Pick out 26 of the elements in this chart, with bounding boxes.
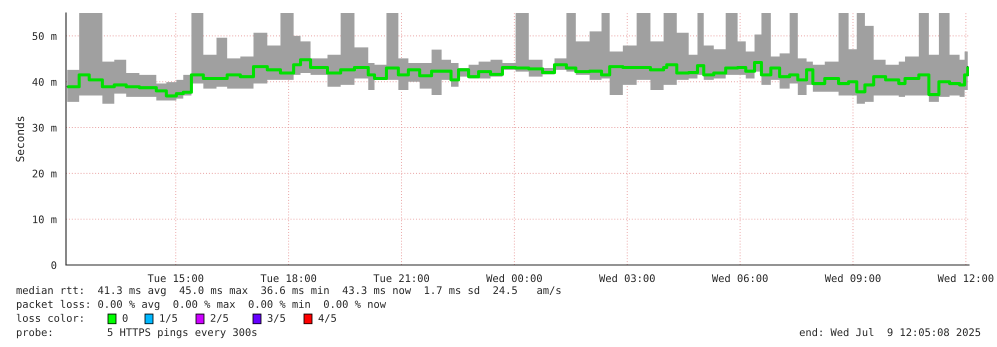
y-axis-title: Seconds (16, 116, 24, 162)
y-tick-label: 10 m (33, 215, 56, 224)
y-tick-label: 20 m (32, 170, 56, 178)
x-tick-label: Wed 00:00 (486, 274, 542, 282)
text: 3/5 (268, 314, 285, 323)
y-tick-label: 50 m (32, 32, 56, 40)
text: 0 (122, 314, 128, 322)
text: packet loss: 0.00 % avg 0.00 % max 0.00 % min 0.00 % now (16, 300, 386, 310)
text: 4/5 (318, 314, 336, 323)
y-tick-label: 40 m (32, 78, 56, 86)
text: 2/5 (210, 314, 228, 323)
x-tick-label: Tue 15:00 (148, 274, 204, 282)
x-tick-label: Tue 18:00 (260, 274, 316, 282)
y-tick-label: 30 m (32, 124, 56, 132)
x-tick-label: Wed 03:00 (599, 274, 655, 282)
x-tick-label: Wed 09:00 (824, 274, 881, 282)
text: median rtt: 41.3 ms avg 45.0 ms max 36.6 ms min 43.3 ms now 1.7 ms sd 24.5 am/s (16, 286, 561, 296)
x-tick-label: Wed 06:00 (712, 274, 768, 282)
text: loss color: (16, 314, 82, 322)
x-tick-label: Wed 12:00 (938, 274, 994, 282)
text: 1/5 (160, 314, 177, 323)
text: probe: (16, 328, 52, 338)
x-tick-label: Tue 21:00 (374, 274, 430, 282)
text: 5 HTTPS pings every 300s (108, 328, 256, 338)
y-tick-label: 0 (51, 261, 56, 270)
text: end: Wed Jul 9 12:05:08 2025 (800, 328, 980, 336)
